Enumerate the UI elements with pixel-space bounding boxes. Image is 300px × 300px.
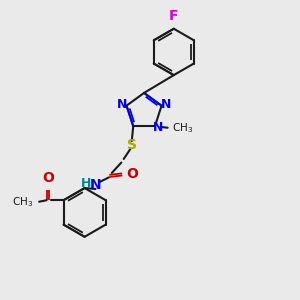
Text: N: N [90,178,101,192]
Text: F: F [169,9,178,23]
Text: H: H [81,177,92,190]
Text: S: S [127,138,137,152]
Text: CH$_3$: CH$_3$ [172,121,193,135]
Text: O: O [126,167,138,182]
Text: N: N [161,98,171,111]
Text: O: O [42,171,54,185]
Text: N: N [153,121,164,134]
Text: CH$_3$: CH$_3$ [12,195,33,208]
Text: N: N [117,98,127,111]
